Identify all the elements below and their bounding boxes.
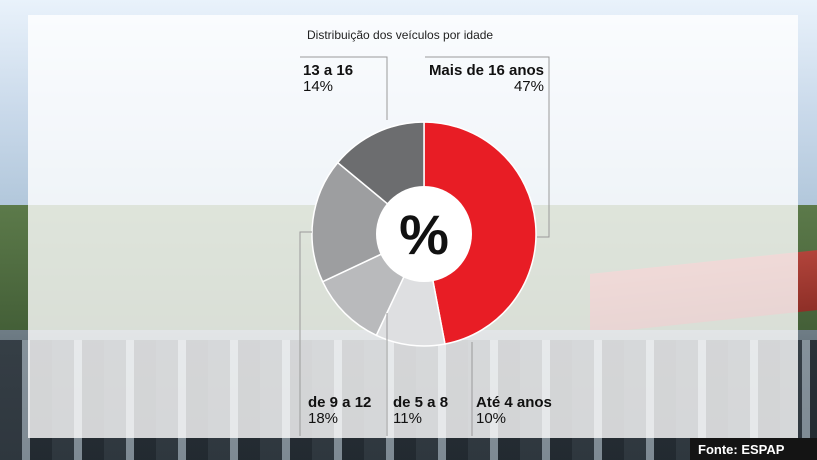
pie-center-label: % <box>399 203 449 266</box>
slice-name: Mais de 16 anos <box>428 62 544 79</box>
slice-name: de 9 a 12 <box>308 394 372 411</box>
slice-name: 13 a 16 <box>303 62 354 79</box>
slice-percent: 47% <box>513 78 544 95</box>
leader-line-13-16 <box>300 56 388 120</box>
pie-center-disc <box>376 186 472 282</box>
leader-line-9-12 <box>299 231 312 436</box>
source-text: Fonte: ESPAP <box>698 442 785 457</box>
chart-title: Distribuição dos veículos por idade <box>307 28 494 42</box>
slice-percent: 11% <box>393 410 422 427</box>
source-badge: Fonte: ESPAP <box>690 438 817 460</box>
slice-percent: 10% <box>476 410 507 427</box>
leader-line-mais-16 <box>425 56 550 238</box>
label-ate-4: Até 4 anos 10% <box>476 395 566 427</box>
label-9-12: de 9 a 12 18% <box>308 395 388 427</box>
pie-slice-3 <box>311 161 426 283</box>
slice-percent: 14% <box>303 78 334 95</box>
label-13-16: 13 a 16 14% <box>303 63 383 95</box>
label-5-8: de 5 a 8 11% <box>393 395 469 427</box>
slice-name: Até 4 anos <box>476 394 552 411</box>
pie-slice-0 <box>423 121 537 345</box>
slice-percent: 18% <box>308 410 339 427</box>
label-mais-16: Mais de 16 anos 47% <box>410 63 544 95</box>
slice-name: de 5 a 8 <box>393 394 449 411</box>
